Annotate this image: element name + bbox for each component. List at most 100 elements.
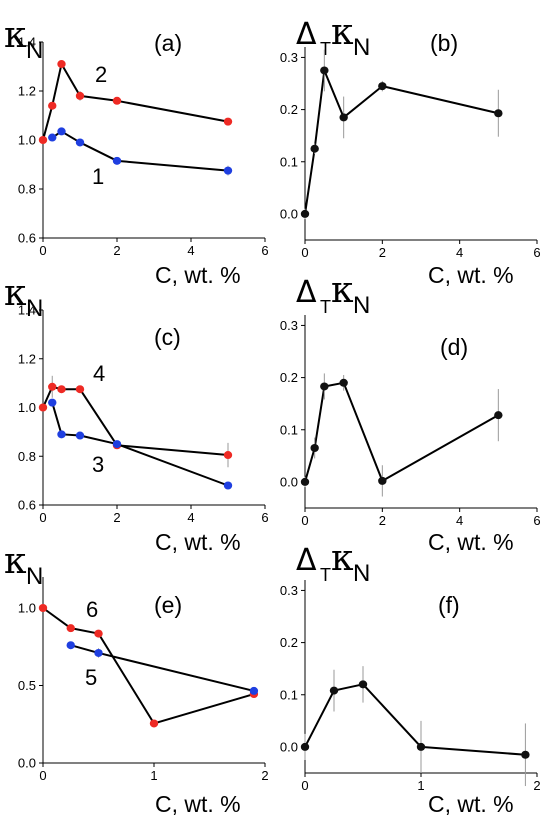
y-tick-label: 0.0: [280, 739, 298, 754]
x-tick-label: 4: [456, 513, 463, 528]
panel-d-label: (d): [440, 334, 468, 360]
x-tick-label: 0: [39, 243, 46, 258]
panel-b-ylabel-sub: N: [353, 34, 370, 61]
y-tick-label: 1.0: [18, 601, 36, 616]
panel-a-ylabel-symbol: κ: [4, 15, 27, 56]
y-tick-label: 0.1: [280, 687, 298, 702]
x-tick-label: 2: [113, 243, 120, 258]
data-point: [339, 378, 348, 387]
data-point: [112, 440, 122, 449]
series-line-delta: [304, 69, 499, 215]
panel-c-xlabel: C, wt. %: [155, 529, 241, 555]
data-point: [66, 641, 75, 650]
y-tick-label: 0.8: [18, 449, 36, 464]
panel-b: Δ T κ N (b) C, wt. % 0 2 4 6 0.0 0.1 0.2 0.3: [280, 12, 541, 288]
y-tick-label: 1.0: [18, 400, 36, 415]
data-point: [494, 411, 503, 420]
y-tick-label: 0.2: [280, 102, 298, 117]
y-tick-label: 0.3: [280, 50, 298, 65]
x-tick-label: 2: [261, 768, 268, 783]
panel-b-ylabel-symbol: κ: [331, 12, 354, 53]
y-tick-label: 0.6: [18, 231, 36, 246]
data-point: [416, 742, 426, 751]
series-line-2: [42, 63, 229, 141]
panel-f: Δ T κ N (f) C, wt. % 0 1 2 0.0 0.1 0.2 0.3: [280, 538, 541, 817]
data-point: [329, 686, 339, 695]
data-point: [48, 133, 57, 142]
data-point: [38, 136, 48, 144]
panel-d-ylabel-symbol: κ: [331, 270, 354, 311]
series-line-delta: [304, 683, 526, 756]
x-tick-label: 1: [150, 768, 157, 783]
panel-e: κ N (e) C, wt. % 0 1 2 0.0 0.5 1.0 6 5: [4, 541, 269, 817]
series-line-4: [42, 385, 229, 457]
data-point: [223, 166, 233, 175]
y-tick-label: 0.3: [280, 318, 298, 333]
panel-f-ylabel-prefix-sub: T: [320, 565, 331, 585]
y-tick-label: 0.0: [280, 206, 298, 221]
panel-b-ylabel-prefix-sub: T: [320, 39, 331, 59]
panel-c-ylabel-symbol: κ: [4, 273, 27, 314]
data-point: [223, 481, 233, 490]
panel-b-plot-area: 0 2 4 6 0.0 0.1 0.2 0.3: [280, 47, 541, 260]
y-tick-label: 0.2: [280, 635, 298, 650]
panel-f-xlabel: C, wt. %: [428, 791, 514, 817]
y-tick-label: 0.2: [280, 370, 298, 385]
data-point: [378, 476, 387, 485]
y-tick-label: 0.0: [18, 756, 36, 771]
data-point: [112, 96, 122, 105]
y-tick-label: 1.2: [18, 84, 36, 99]
panel-e-plot-area: 0 1 2 0.0 0.5 1.0 6 5: [18, 577, 269, 783]
panel-e-xlabel: C, wt. %: [155, 791, 241, 817]
panel-f-ylabel-symbol: κ: [331, 538, 354, 579]
series-label-4: 4: [93, 361, 105, 386]
panel-f-ylabel-prefix: Δ: [296, 543, 317, 578]
series-label-5: 5: [85, 665, 97, 690]
panel-e-ylabel-sub: N: [26, 563, 43, 590]
x-tick-label: 4: [456, 245, 463, 260]
panel-b-ylabel-prefix: Δ: [296, 17, 317, 52]
y-tick-label: 0.1: [280, 422, 298, 437]
y-tick-label: 0.1: [280, 154, 298, 169]
x-tick-label: 6: [533, 513, 540, 528]
x-tick-label: 0: [301, 245, 308, 260]
data-point: [378, 82, 387, 91]
data-point: [94, 648, 103, 657]
series-label-6: 6: [86, 597, 98, 622]
data-point: [310, 444, 319, 453]
series-label-1: 1: [92, 164, 104, 189]
panel-b-xlabel: C, wt. %: [428, 262, 514, 288]
series-label-3: 3: [92, 452, 104, 477]
panel-a-plot-area: 0 2 4 6 0.6 0.8 1.0 1.2 1.4 2 1: [18, 35, 269, 259]
x-tick-label: 0: [39, 510, 46, 525]
data-point: [149, 719, 159, 728]
y-tick-label: 0.3: [280, 583, 298, 598]
y-tick-label: 0.5: [18, 678, 36, 693]
x-tick-label: 6: [261, 243, 268, 258]
data-point: [358, 680, 368, 689]
panel-f-ylabel-sub: N: [353, 560, 370, 587]
panel-d-plot-area: 0 2 4 6 0.0 0.1 0.2 0.3: [280, 315, 541, 528]
data-point: [57, 430, 66, 439]
panel-c-plot-area: 0 2 4 6 0.6 0.8 1.0 1.2 1.4 4 3: [18, 303, 269, 526]
panel-d-ylabel-sub: N: [353, 292, 370, 319]
data-point: [223, 451, 233, 460]
panel-a-ylabel-sub: N: [26, 37, 43, 64]
data-point: [300, 209, 310, 218]
data-point: [48, 398, 57, 407]
series-line-3: [51, 402, 229, 487]
x-tick-label: 0: [301, 513, 308, 528]
panel-d-ylabel-prefix: Δ: [296, 275, 317, 310]
panel-d: Δ T κ N (d) C, wt. % 0 2 4 6 0.0 0.1 0.2 0.3: [280, 270, 541, 555]
data-point: [112, 156, 122, 165]
data-point: [48, 101, 57, 110]
x-tick-label: 1: [417, 778, 424, 793]
data-point: [249, 686, 259, 695]
data-point: [75, 138, 85, 147]
data-point: [521, 750, 530, 759]
data-point: [320, 66, 329, 75]
data-point: [57, 60, 66, 69]
y-tick-label: 1.4: [18, 303, 36, 318]
panel-d-ylabel-prefix-sub: T: [320, 297, 331, 317]
